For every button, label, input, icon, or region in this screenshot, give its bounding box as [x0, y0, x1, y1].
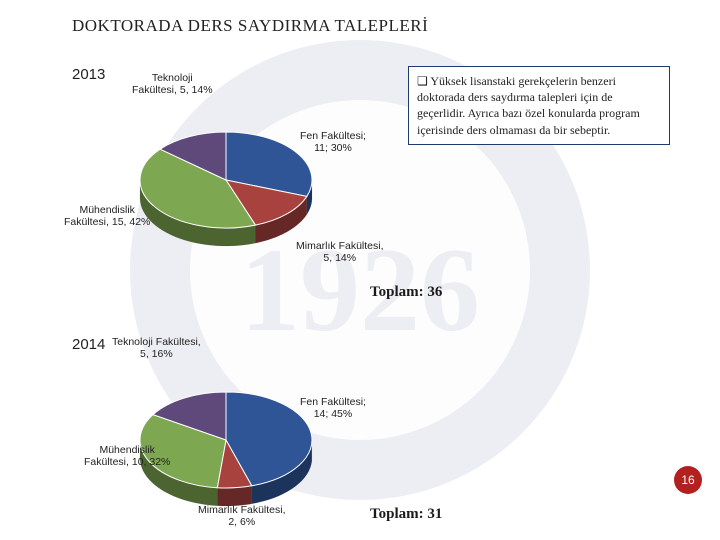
- year-2013: 2013: [72, 66, 105, 83]
- slide-page: 1926 DOKTORADA DERS SAYDIRMA TALEPLERİ ❑…: [0, 0, 720, 540]
- page-number: 16: [681, 473, 694, 487]
- label-2013-fen: Fen Fakültesi; 11; 30%: [300, 130, 366, 154]
- label-2014-teknoloji: Teknoloji Fakültesi, 5, 16%: [112, 336, 201, 360]
- note-text: Yüksek lisanstaki gerekçelerin benzeri d…: [417, 74, 640, 137]
- total-2013: Toplam: 36: [370, 284, 442, 301]
- page-number-badge: 16: [674, 466, 702, 494]
- page-title: DOKTORADA DERS SAYDIRMA TALEPLERİ: [72, 16, 428, 36]
- total-2014: Toplam: 31: [370, 506, 442, 523]
- year-2014: 2014: [72, 336, 105, 353]
- label-2013-muhendislik: Mühendislik Fakültesi, 15, 42%: [64, 204, 150, 228]
- label-2014-mimarlik: Mimarlık Fakültesi, 2, 6%: [198, 504, 286, 528]
- label-2014-muhendislik: Mühendislik Fakültesi, 10, 32%: [84, 444, 170, 468]
- label-2013-mimarlik: Mimarlık Fakültesi, 5, 14%: [296, 240, 384, 264]
- label-2014-fen: Fen Fakültesi; 14; 45%: [300, 396, 366, 420]
- note-box: ❑ Yüksek lisanstaki gerekçelerin benzeri…: [408, 66, 670, 145]
- note-bullet: ❑: [417, 74, 428, 88]
- label-2013-teknoloji: Teknoloji Fakültesi, 5, 14%: [132, 72, 213, 96]
